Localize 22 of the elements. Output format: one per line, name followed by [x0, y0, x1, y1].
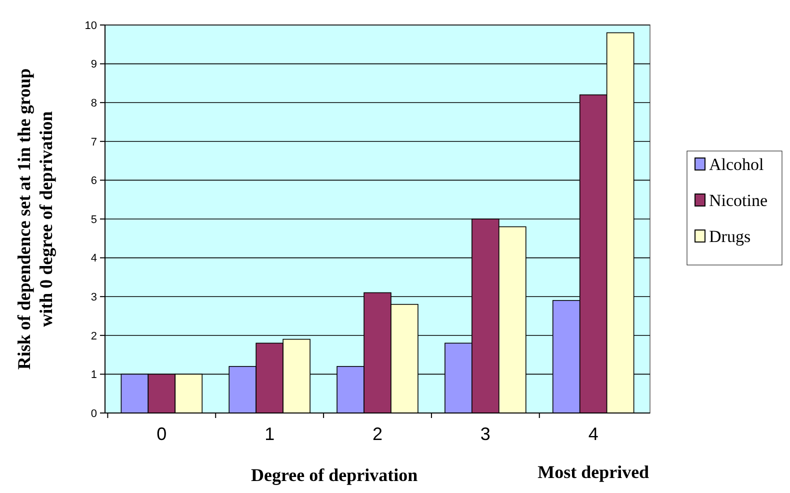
- y-tick-label: 8: [90, 97, 97, 110]
- y-tick-label: 1: [90, 369, 97, 382]
- legend-label: Alcohol: [709, 155, 764, 174]
- x-tick-label: 3: [480, 424, 490, 444]
- text: Most deprived: [538, 462, 650, 482]
- y-tick-label: 0: [90, 408, 97, 420]
- y-tick-label: 7: [90, 136, 97, 148]
- y-tick-label: 5: [90, 214, 97, 226]
- legend-label: Drugs: [709, 227, 751, 246]
- y-axis-title: Risk of dependence set at 1in the group with 0 degree of deprivation: [14, 68, 56, 370]
- y-tick-label: 10: [84, 20, 97, 32]
- y-tick-label: 2: [90, 330, 97, 342]
- x-tick-label: 1: [264, 424, 275, 444]
- legend-label: Nicotine: [709, 191, 768, 210]
- x-tick-label: 0: [156, 424, 167, 444]
- x-tick-label: 4: [588, 424, 598, 444]
- y-tick-label: 3: [90, 291, 97, 304]
- y-tick-label: 9: [90, 58, 97, 71]
- x-axis-title: Degree of deprivation: [251, 465, 418, 485]
- y-tick-label: 4: [90, 252, 97, 265]
- x-tick-label: 2: [372, 424, 383, 444]
- y-tick-label: 6: [90, 175, 97, 188]
